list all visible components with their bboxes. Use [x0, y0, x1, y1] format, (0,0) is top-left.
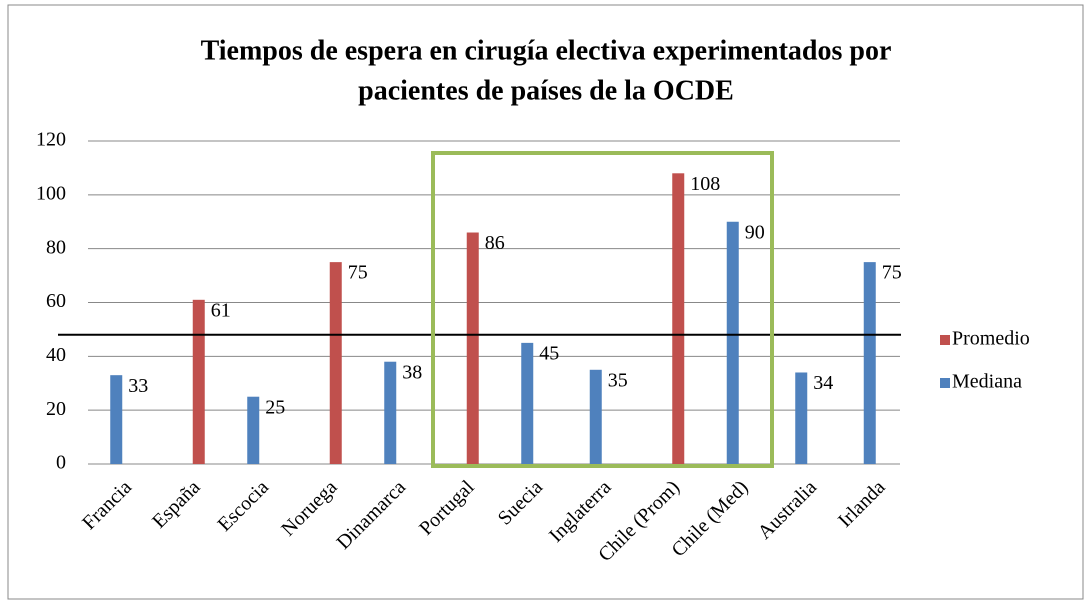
y-tick-label: 20 — [46, 398, 66, 420]
chart-title: Tiempos de espera en cirugía electiva ex… — [201, 35, 892, 66]
y-tick-label: 100 — [36, 182, 66, 204]
bar — [795, 372, 808, 464]
y-tick-label: 80 — [46, 236, 66, 258]
data-label: 34 — [813, 372, 833, 394]
data-label: 35 — [608, 369, 628, 391]
bar — [192, 299, 205, 464]
bar — [726, 221, 739, 464]
data-label: 75 — [348, 262, 368, 284]
chart-title: pacientes de países de la OCDE — [358, 75, 734, 106]
legend-swatch — [940, 335, 950, 345]
data-label: 61 — [211, 299, 231, 321]
bar — [589, 369, 602, 464]
bar — [384, 361, 397, 464]
y-tick-label: 0 — [56, 452, 66, 474]
legend-label: Promedio — [952, 328, 1030, 350]
y-tick-label: 60 — [46, 290, 66, 312]
data-label: 75 — [882, 262, 902, 284]
data-label: 108 — [690, 173, 720, 195]
data-label: 38 — [402, 361, 422, 383]
data-label: 25 — [265, 396, 285, 418]
highlight-box — [431, 151, 774, 468]
bar — [672, 173, 685, 465]
y-tick-label: 120 — [36, 129, 66, 151]
legend-swatch — [940, 378, 950, 388]
bar — [247, 396, 260, 464]
legend-label: Mediana — [952, 371, 1022, 393]
bar — [466, 232, 479, 464]
bar — [110, 375, 123, 464]
data-label: 90 — [745, 221, 765, 243]
data-label: 86 — [485, 232, 505, 254]
data-label: 33 — [128, 375, 148, 397]
bar — [329, 262, 342, 464]
y-tick-label: 40 — [46, 344, 66, 366]
bar — [521, 342, 534, 464]
data-label: 45 — [539, 342, 559, 364]
bar — [863, 262, 876, 464]
